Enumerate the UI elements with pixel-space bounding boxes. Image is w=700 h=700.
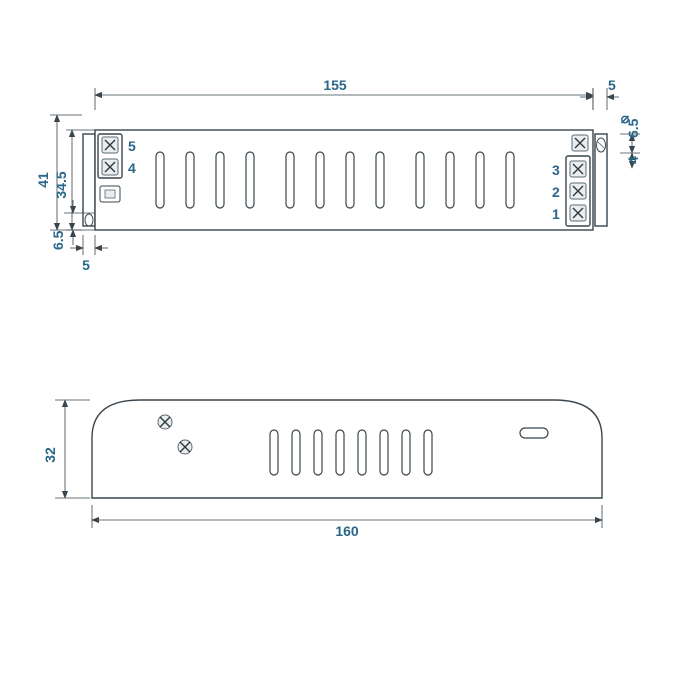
mount-tab-left — [83, 134, 95, 226]
dim-left-bottom-gap: 6.5 — [50, 230, 66, 250]
dim-side-height: 32 — [42, 447, 58, 463]
diameter-symbol: ⌀ — [621, 110, 630, 126]
adjuster-pot — [100, 186, 120, 202]
side-slot-icon — [520, 428, 548, 438]
terminal-label-3: 3 — [552, 162, 560, 178]
dim-hole-4: 4 — [625, 156, 641, 164]
screw-icon — [570, 183, 586, 199]
enclosure-side — [92, 400, 602, 498]
mount-hole-left — [85, 214, 93, 226]
screw-icon — [572, 135, 588, 151]
mount-hole-right — [597, 138, 606, 152]
terminal-block-right — [566, 156, 590, 226]
screw-icon — [570, 161, 586, 177]
side-view — [92, 400, 602, 498]
screw-icon — [102, 137, 118, 153]
terminal-label-2: 2 — [552, 184, 560, 200]
terminal-label-1: 1 — [552, 206, 560, 222]
dim-top-right-gap: 5 — [608, 77, 616, 93]
top-view: 5 4 3 2 1 — [83, 130, 607, 230]
terminal-label-5: 5 — [128, 138, 136, 154]
dim-bottom-left-gap: 5 — [82, 257, 90, 273]
screw-icon — [570, 205, 586, 221]
terminal-label-4: 4 — [128, 160, 136, 176]
dim-left-inner: 34.5 — [53, 171, 69, 198]
dim-left-total: 41 — [35, 172, 51, 188]
enclosure-top — [95, 130, 593, 230]
terminal-block-left — [98, 134, 122, 178]
technical-drawing: 5 4 3 2 1 155 5 6.5 4 ⌀ 41 34.5 — [0, 0, 700, 700]
dim-top-width: 155 — [323, 77, 347, 93]
dim-side-width: 160 — [335, 523, 359, 539]
screw-icon — [102, 159, 118, 175]
